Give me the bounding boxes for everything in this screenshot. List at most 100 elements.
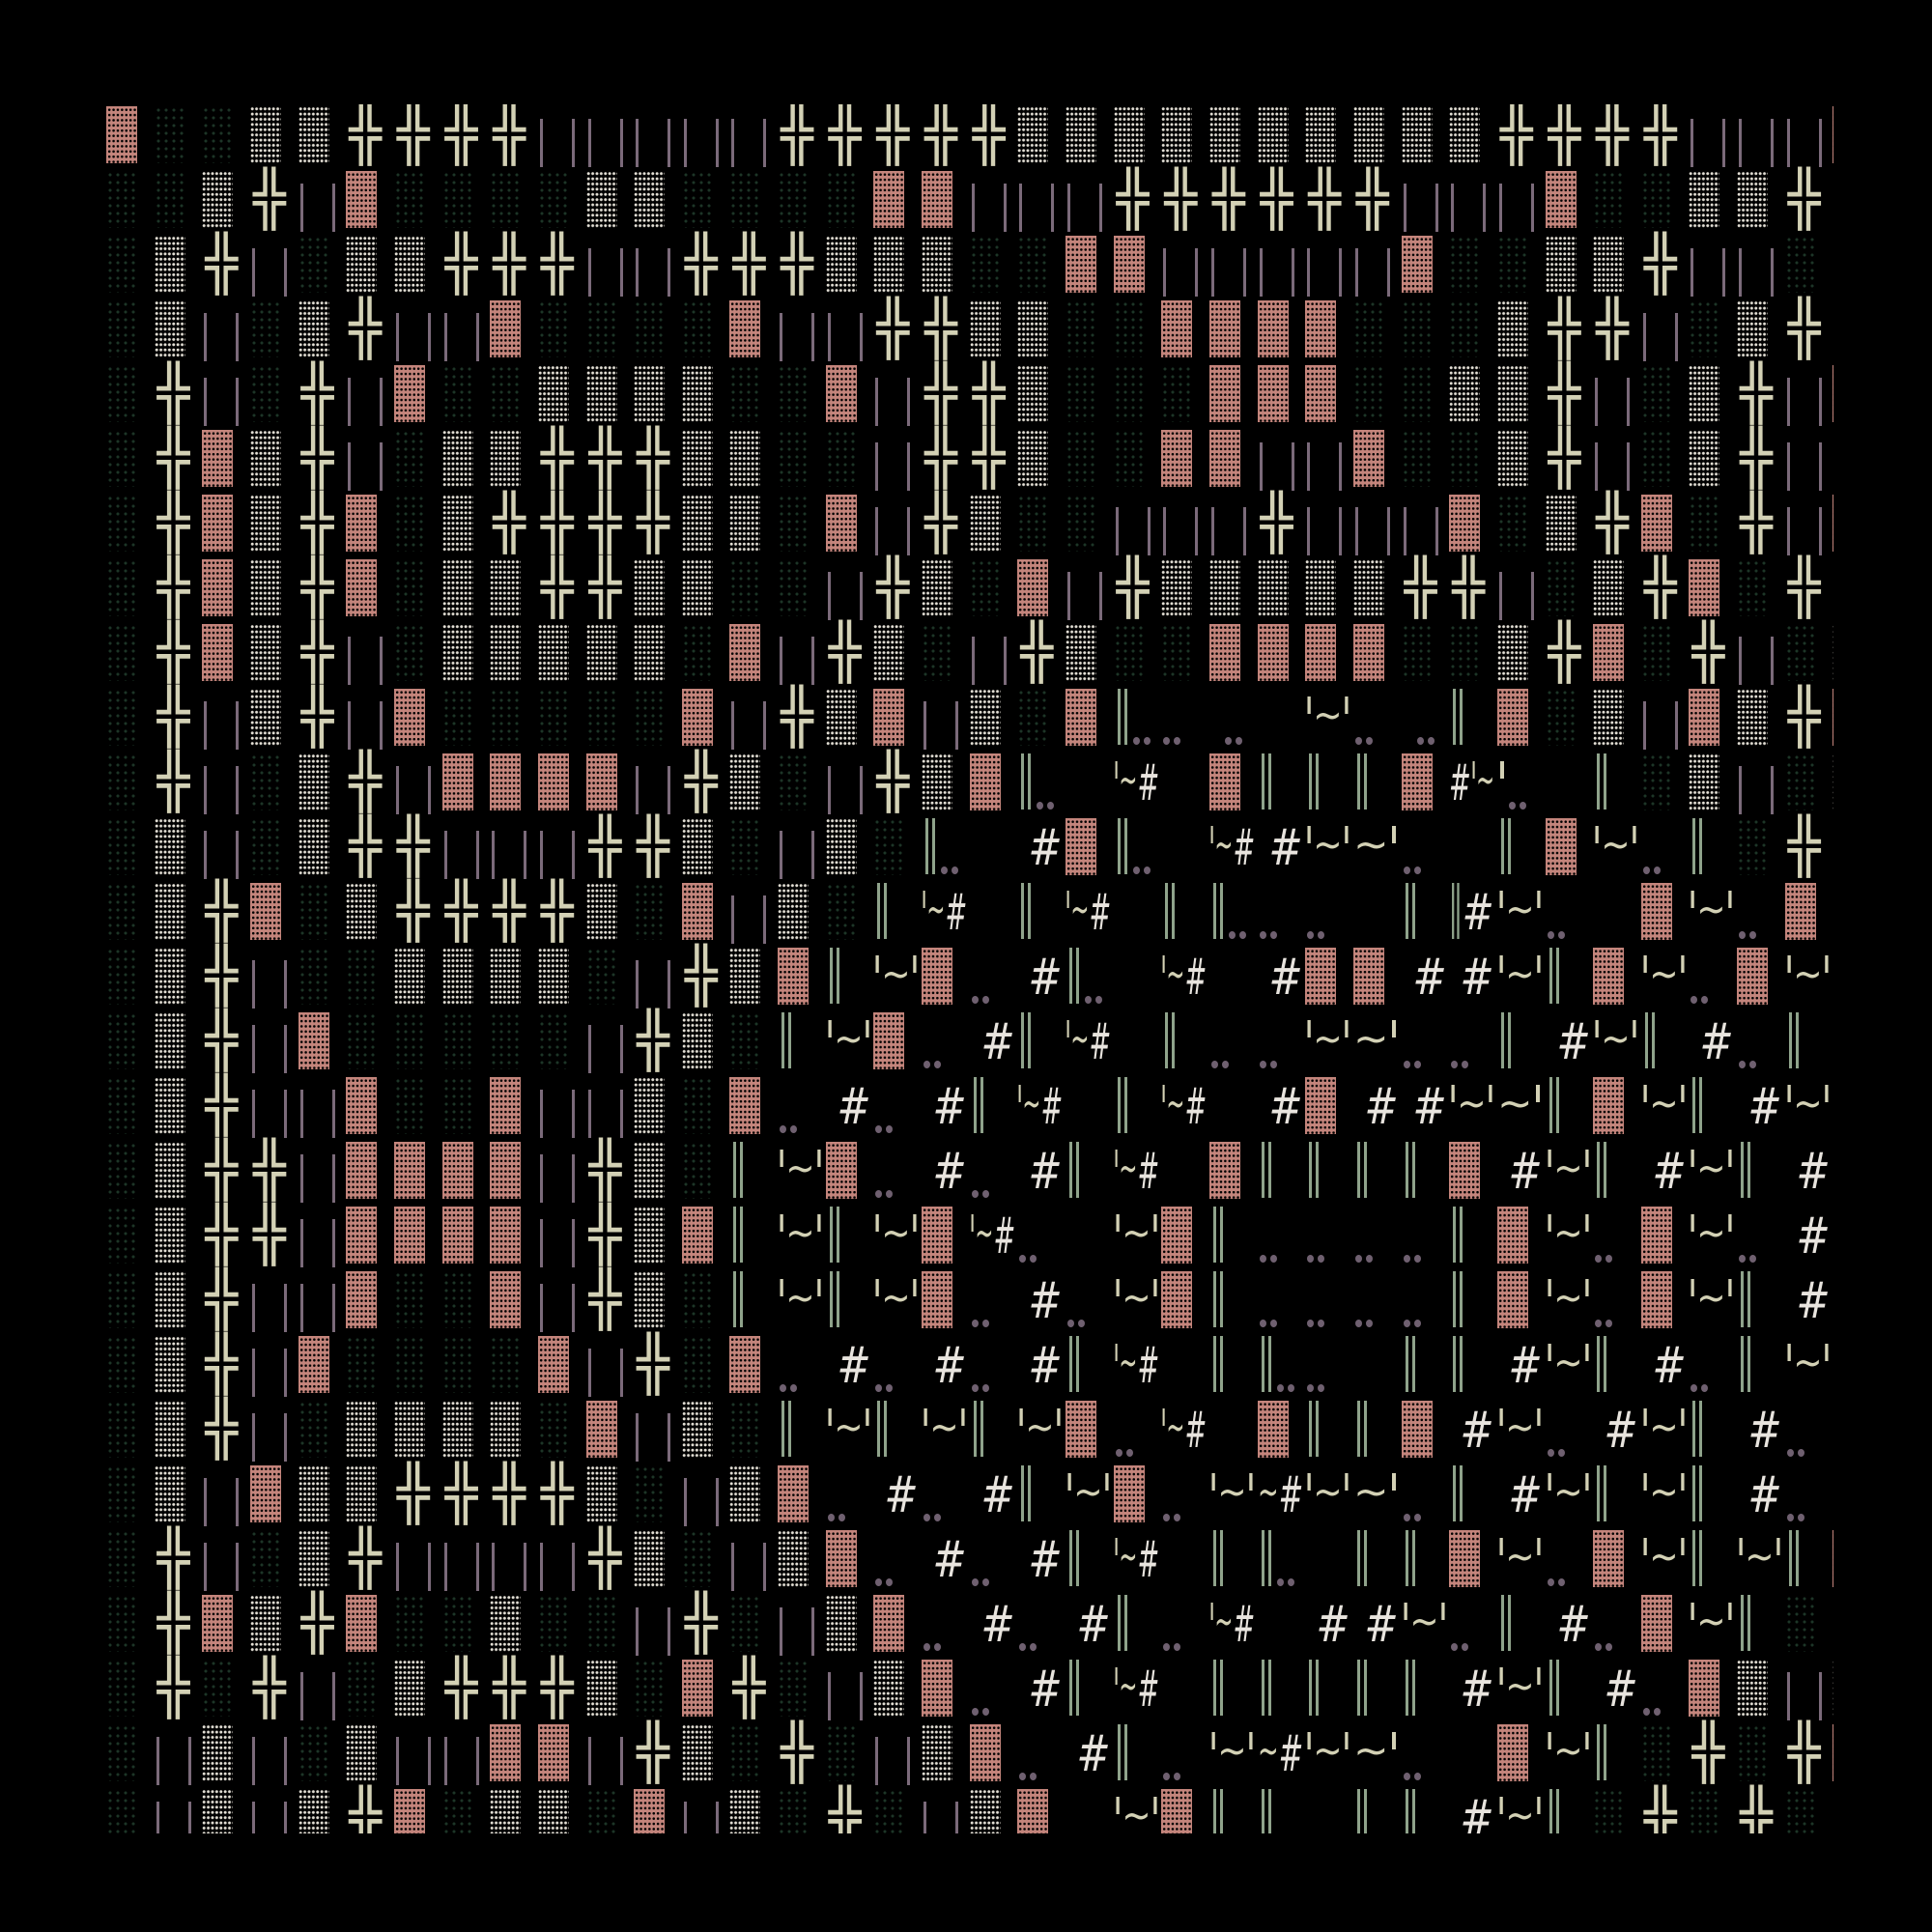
grid-cell: ╬: [1641, 1786, 1690, 1833]
dot-glyph: [970, 1269, 980, 1334]
green-double-bar: [1209, 1787, 1227, 1833]
double-cross-glyph: ╬: [156, 556, 190, 619]
mauve-bars: [1786, 378, 1822, 426]
grid-cell: [1737, 104, 1785, 169]
hash-glyph: #: [1699, 1013, 1735, 1071]
tilde-glyph: ~: [1696, 1144, 1727, 1193]
grid-cell: ~: [1689, 1593, 1737, 1658]
grid-cell: [1353, 1399, 1402, 1463]
space: [1641, 1334, 1652, 1399]
grid-cell: [1402, 1463, 1450, 1528]
space: [1017, 1140, 1028, 1205]
glyph-group: ~: [1017, 1399, 1063, 1463]
mauve-bars: [539, 1543, 575, 1591]
tilde-glyph: ~: [1745, 1532, 1775, 1581]
grid-cell: [825, 493, 874, 557]
mauve-bars: [299, 184, 335, 232]
grid-cell: ╬: [346, 298, 394, 363]
grid-cell: ~: [1305, 1722, 1353, 1787]
grid-cell: [1113, 622, 1162, 687]
white-dot-block: [154, 818, 185, 875]
grid-cell: ╬: [394, 1463, 442, 1528]
grid-cell: [729, 428, 778, 493]
green-dot-block: [106, 1142, 137, 1199]
grid-cell: [1305, 1334, 1353, 1399]
dot-glyph: [1142, 687, 1152, 752]
white-dot-block: [490, 1789, 522, 1833]
grid-cell: #: [922, 1140, 970, 1205]
green-dot-block: [490, 1012, 522, 1069]
grid-cell: [249, 687, 298, 752]
double-cross-glyph: ╬: [205, 1333, 239, 1396]
grid-cell: [778, 298, 826, 363]
grid-cell: [1737, 1334, 1785, 1399]
glyph-group: ~: [1497, 1075, 1543, 1140]
glyph-group: ~: [1114, 1205, 1159, 1269]
grid-cell: #: [1546, 1593, 1594, 1658]
green-double-bar: [1497, 816, 1515, 881]
green-double-bar: [1785, 1528, 1803, 1593]
double-cross-glyph: ╬: [156, 1592, 190, 1655]
grid-cell: [729, 1334, 778, 1399]
grid-cell: [681, 1722, 730, 1787]
grid-cell: [729, 1528, 778, 1593]
space: [1785, 1140, 1796, 1205]
grid-cell: [490, 298, 538, 363]
grid-cell: #: [1258, 1075, 1306, 1140]
double-cross-glyph: ╬: [828, 621, 862, 684]
glyph-group: #: [1546, 1593, 1590, 1658]
pink-block: [1305, 1077, 1337, 1134]
grid-cell: [634, 169, 682, 234]
glyph-group: ~: [1641, 946, 1687, 1010]
mauve-bars: [348, 637, 384, 685]
apostrophe-glyph: [1546, 1722, 1553, 1787]
grid-cell: [873, 881, 922, 946]
grid-cell: [922, 1722, 970, 1787]
glyph-group: #: [1065, 1722, 1110, 1787]
green-double-bar: [1017, 881, 1035, 946]
grid-cell: ╬: [1641, 556, 1690, 622]
grid-cell: [634, 298, 682, 363]
green-dot-block: [585, 948, 617, 1005]
double-cross-glyph: ╬: [493, 233, 526, 296]
apostrophe-glyph: [1726, 881, 1734, 946]
dot-glyph: [1268, 1205, 1279, 1269]
double-cross-glyph: ╬: [205, 233, 239, 296]
grid-cell: [1065, 1140, 1114, 1205]
green-dot-block: [393, 559, 425, 616]
tilde-glyph: ~: [1649, 1079, 1679, 1128]
white-dot-block: [585, 1660, 617, 1717]
glyph-group: ~: [1353, 1463, 1399, 1528]
grid-cell: #: [1689, 1010, 1737, 1075]
space: [1497, 1463, 1508, 1528]
grid-cell: ╬: [155, 621, 203, 687]
apostrophe-glyph: [1247, 1722, 1255, 1787]
grid-cell: [681, 1399, 730, 1463]
dot-glyph: [1017, 1722, 1028, 1787]
double-cross-glyph: ╬: [1740, 492, 1773, 554]
pink-block: [873, 689, 905, 746]
glyph-group: # ~: [1449, 752, 1494, 816]
pink-block: [490, 1724, 522, 1781]
grid-cell: [1546, 1787, 1594, 1833]
glyph-group: [1114, 687, 1152, 752]
tilde-glyph: ~: [1696, 1273, 1727, 1322]
space: [1258, 816, 1268, 881]
grid-cell: [922, 1205, 970, 1269]
green-double-bar: [970, 1399, 987, 1463]
space: [1017, 1528, 1028, 1593]
grid-cell: [1784, 752, 1833, 816]
dot-glyph: [1353, 1205, 1364, 1269]
grid-cell: [298, 881, 347, 946]
grid-cell: [634, 234, 682, 298]
mauve-bars: [1786, 1672, 1822, 1720]
grid-cell: [585, 946, 635, 1010]
grid-cell: [1114, 881, 1162, 946]
grid-cell: [1449, 1722, 1497, 1787]
grid-cell: [1593, 1463, 1641, 1528]
tilde-glyph: ~: [1121, 1208, 1151, 1258]
grid-cell: ~ #: [1209, 816, 1258, 881]
apostrophe-glyph: [1533, 1075, 1543, 1140]
grid-cell: [298, 169, 347, 234]
mauve-bars: [1739, 766, 1775, 814]
